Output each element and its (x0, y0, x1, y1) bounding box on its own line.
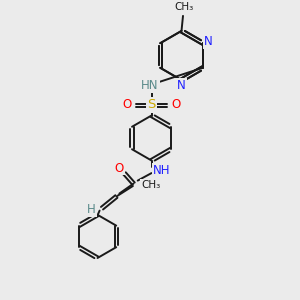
Text: NH: NH (153, 164, 171, 177)
Text: CH₃: CH₃ (141, 179, 160, 190)
Text: N: N (177, 79, 186, 92)
Text: O: O (171, 98, 180, 112)
Text: CH₃: CH₃ (175, 2, 194, 13)
Text: O: O (115, 161, 124, 175)
Text: N: N (204, 35, 213, 48)
Text: S: S (147, 98, 156, 112)
Text: HN: HN (141, 79, 159, 92)
Text: H: H (87, 202, 96, 216)
Text: O: O (123, 98, 132, 112)
